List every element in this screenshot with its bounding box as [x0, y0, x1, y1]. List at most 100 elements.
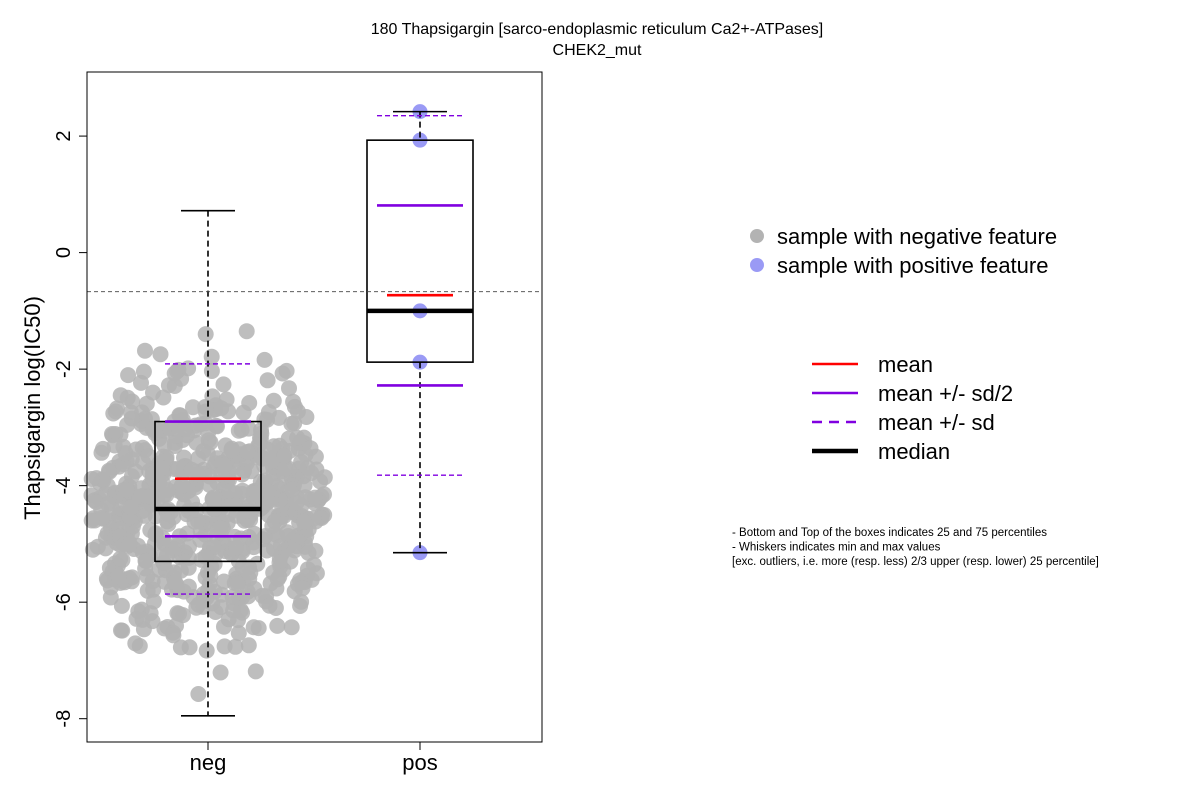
data-point-neg	[296, 513, 313, 530]
data-point-neg	[286, 542, 303, 559]
data-point-neg	[316, 469, 333, 486]
data-point-neg	[292, 598, 309, 614]
data-point-neg	[166, 365, 183, 382]
data-point-neg	[240, 637, 257, 654]
data-point-neg	[99, 496, 116, 512]
data-point-neg	[171, 605, 187, 622]
data-point-neg	[261, 597, 278, 614]
data-point-neg	[240, 588, 257, 605]
data-point-neg	[216, 573, 232, 590]
data-point-neg	[134, 502, 151, 519]
data-point-neg	[281, 380, 297, 397]
legend-line-label: mean +/- sd/2	[878, 381, 1013, 406]
data-point-neg	[248, 485, 265, 501]
data-point-neg	[288, 494, 305, 511]
data-point-neg	[83, 471, 100, 487]
data-point-neg	[155, 389, 172, 406]
data-point-neg	[198, 642, 215, 659]
legend-line-label: mean	[878, 352, 933, 377]
data-point-neg	[117, 445, 134, 462]
data-point-neg	[247, 663, 264, 680]
y-tick-label: -2	[53, 360, 75, 378]
data-point-neg	[203, 363, 220, 379]
stats-layer	[87, 110, 542, 717]
data-point-neg	[159, 482, 176, 499]
data-point-neg	[123, 410, 140, 427]
data-point-neg	[277, 460, 294, 477]
data-point-neg	[185, 399, 201, 416]
data-point-neg	[264, 518, 281, 534]
data-point-neg	[114, 622, 131, 639]
data-point-neg	[165, 627, 182, 644]
data-point-neg	[158, 547, 175, 564]
data-point-neg	[169, 461, 186, 478]
data-point-neg	[131, 638, 148, 654]
data-point-neg	[124, 569, 141, 586]
y-tick-label: -6	[53, 593, 75, 611]
data-point-neg	[271, 568, 288, 585]
data-point-neg	[276, 447, 293, 464]
data-point-neg	[302, 440, 319, 457]
data-point-neg	[133, 374, 149, 391]
data-point-neg	[145, 581, 162, 598]
legend-label: sample with negative feature	[777, 224, 1057, 249]
data-point-neg	[120, 367, 137, 384]
data-point-neg	[88, 494, 105, 510]
data-point-neg	[221, 483, 238, 500]
data-point-neg	[171, 407, 188, 424]
data-point-neg	[269, 617, 286, 634]
data-point-neg	[246, 525, 263, 542]
data-point-neg	[256, 457, 273, 474]
data-point-neg	[279, 524, 296, 541]
footnote-line: - Bottom and Top of the boxes indicates …	[732, 527, 1047, 539]
data-point-neg	[230, 625, 247, 642]
data-point-neg	[228, 539, 245, 556]
chart-subtitle: CHEK2_mut	[553, 42, 642, 59]
data-point-neg	[192, 531, 209, 548]
data-point-neg	[233, 421, 250, 438]
data-point-neg	[260, 404, 277, 420]
data-point-neg	[138, 395, 155, 412]
data-point-neg	[137, 342, 153, 359]
data-point-neg	[112, 550, 129, 567]
data-point-neg	[203, 348, 220, 365]
data-point-neg	[89, 538, 106, 555]
y-axis-label: Thapsigargin log(IC50)	[20, 296, 45, 520]
data-point-neg	[109, 400, 125, 417]
legend-line-label: median	[878, 439, 950, 464]
notes-layer: - Bottom and Top of the boxes indicates …	[732, 527, 1099, 568]
data-point-neg	[216, 618, 232, 635]
data-point-neg	[228, 507, 245, 524]
y-tick-label: -4	[53, 477, 75, 495]
data-point-neg	[234, 466, 251, 483]
data-point-neg	[260, 483, 277, 500]
box-pos	[366, 139, 474, 363]
data-point-neg	[205, 489, 222, 506]
data-point-neg	[213, 400, 230, 417]
data-point-neg	[223, 442, 240, 459]
y-tick-label: 0	[53, 247, 75, 258]
data-point-neg	[284, 481, 301, 498]
data-point-neg	[234, 558, 251, 575]
data-point-neg	[296, 477, 313, 494]
data-point-neg	[113, 597, 130, 614]
data-point-neg	[83, 512, 100, 529]
data-point-neg	[201, 476, 218, 493]
data-point-neg	[207, 604, 224, 620]
data-point-neg	[118, 482, 135, 498]
data-point-neg	[153, 460, 170, 477]
data-point-neg	[300, 545, 317, 561]
data-point-neg	[286, 415, 303, 432]
legend-marker	[750, 229, 764, 243]
points-layer	[83, 104, 428, 702]
data-point-neg	[181, 639, 198, 656]
y-tick-label: 2	[53, 131, 75, 142]
legend-marker	[750, 258, 764, 272]
data-point-neg	[176, 421, 193, 438]
data-point-neg	[138, 553, 155, 569]
data-point-neg	[166, 378, 183, 394]
data-point-neg	[119, 389, 136, 406]
data-point-neg	[213, 466, 230, 483]
data-point-neg	[212, 520, 229, 536]
